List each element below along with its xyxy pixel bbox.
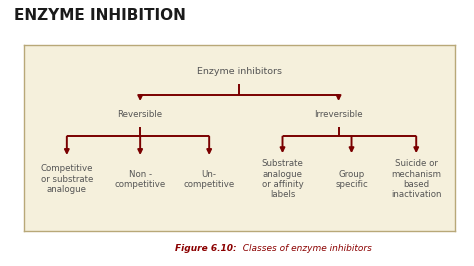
Text: Group
specific: Group specific [335, 170, 368, 189]
Text: ENZYME INHIBITION: ENZYME INHIBITION [14, 8, 186, 23]
Text: Non -
competitive: Non - competitive [115, 170, 166, 189]
Text: Figure 6.10:: Figure 6.10: [175, 244, 237, 253]
Text: Suicide or
mechanism
based
inactivation: Suicide or mechanism based inactivation [391, 159, 441, 200]
Text: Competitive
or substrate
analogue: Competitive or substrate analogue [41, 164, 93, 194]
Text: Reversible: Reversible [118, 110, 163, 119]
Text: Enzyme inhibitors: Enzyme inhibitors [197, 67, 282, 76]
Text: Classes of enzyme inhibitors: Classes of enzyme inhibitors [237, 244, 372, 253]
Text: Irreversible: Irreversible [314, 110, 363, 119]
Text: Substrate
analogue
or affinity
labels: Substrate analogue or affinity labels [262, 159, 303, 200]
Text: Un-
competitive: Un- competitive [183, 170, 235, 189]
